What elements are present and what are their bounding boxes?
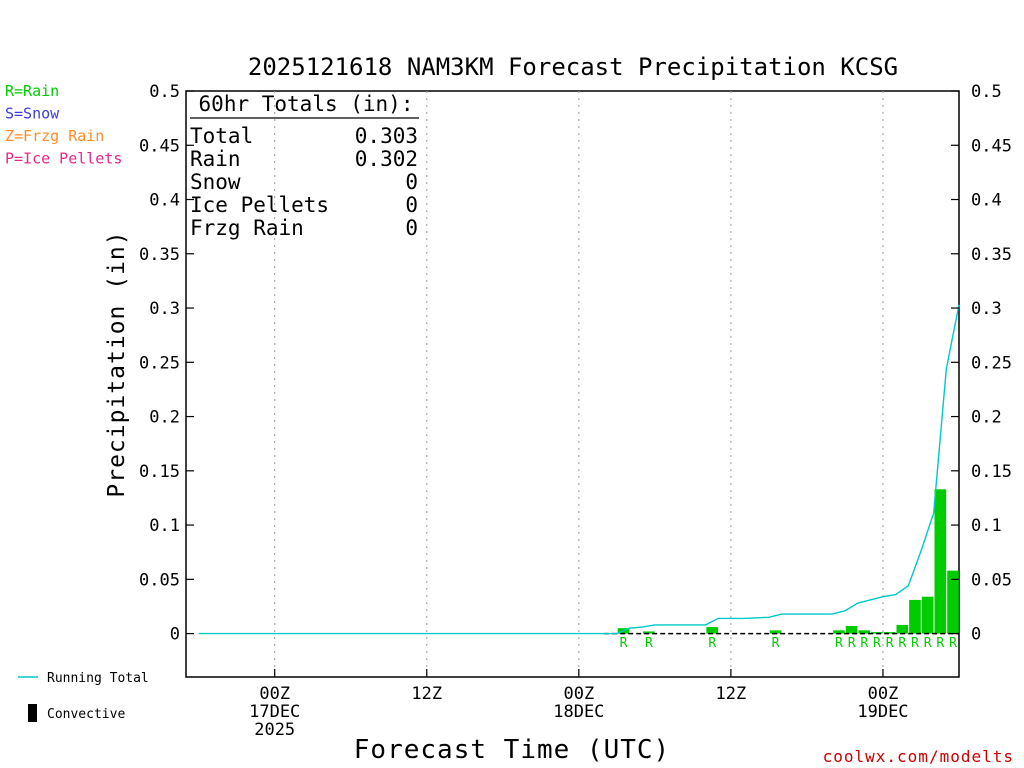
precip-bar: [921, 596, 934, 634]
y-tick-label-left: 0.05: [139, 570, 180, 590]
precip-bar: [934, 489, 947, 634]
convective-legend-swatch: [28, 704, 37, 722]
precip-type-mark: R: [835, 636, 843, 651]
y-tick-label-left: 0.4: [149, 191, 180, 211]
precip-type-mark: R: [848, 636, 856, 651]
y-tick-label-right: 0.35: [971, 245, 1012, 265]
precip-type-mark: R: [936, 636, 944, 651]
totals-value: 0: [405, 193, 418, 217]
totals-header: 60hr Totals (in):: [199, 92, 414, 116]
precip-type-mark: R: [911, 636, 919, 651]
plot-area: [185, 90, 960, 678]
y-tick-label-right: 0.5: [971, 82, 1002, 102]
y-tick-label-left: 0.15: [139, 462, 180, 482]
totals-value: 0.303: [355, 124, 418, 148]
y-tick-label-right: 0.05: [971, 570, 1012, 590]
totals-label: Rain: [190, 147, 241, 171]
precip-type-mark: R: [873, 636, 881, 651]
totals-value: 0.302: [355, 147, 418, 171]
x-tick-label: 00Z: [563, 684, 594, 704]
totals-label: Ice Pellets: [190, 193, 329, 217]
totals-label: Frzg Rain: [190, 216, 304, 240]
precip-legend-item: P=Ice Pellets: [5, 150, 122, 168]
credit-text: coolwx.com/modelts: [823, 747, 1014, 766]
x-axis-label: Forecast Time (UTC): [354, 735, 670, 765]
totals-rows: Total 0.303 Rain 0.302 Snow 0 Ice Pellets 0 Frzg…: [190, 124, 418, 240]
y-tick-label-left: 0.25: [139, 353, 180, 373]
precip-bar: [883, 632, 896, 634]
y-tick-label-right: 0: [971, 625, 981, 645]
totals-label: Total: [190, 124, 253, 148]
x-tick-label: 00Z: [259, 684, 290, 704]
series-legend-label: Running Total: [47, 671, 149, 686]
precip-type-mark: R: [886, 636, 894, 651]
y-tick-label-left: 0.1: [149, 516, 180, 536]
x-tick-label: 00Z: [868, 684, 899, 704]
precip-bar: [909, 599, 921, 634]
y-axis-label: Precipitation (in): [104, 230, 130, 497]
precip-bar: [769, 630, 782, 634]
precip-legend-item: Z=Frzg Rain: [5, 127, 104, 145]
y-tick-label-left: 0: [170, 625, 180, 645]
vertical-gridlines: [274, 91, 884, 677]
precip-type-mark: R: [772, 636, 780, 651]
precip-type-mark: R: [708, 636, 716, 651]
y-tick-label-right: 0.2: [971, 408, 1002, 428]
precip-type-legend: R=Rain S=Snow Z=Frzg Rain P=Ice Pellets: [5, 82, 122, 168]
y-axis-right: 0 0.05 0.1 0.15 0.2 0.25 0.3 0.35 0.4 0.45 0.5: [951, 82, 1012, 645]
y-tick-label-right: 0.4: [971, 191, 1002, 211]
running-total-line: [198, 304, 960, 635]
y-tick-label-right: 0.15: [971, 462, 1012, 482]
precip-bar: [858, 630, 871, 634]
y-tick-label-right: 0.25: [971, 353, 1012, 373]
totals-box: 60hr Totals (in): Total 0.303 Rain 0.302 Sno…: [190, 92, 419, 240]
y-tick-label-left: 0.35: [139, 245, 180, 265]
precip-bar: [833, 630, 845, 634]
precip-type-mark: R: [949, 636, 957, 651]
precip-bar: [706, 627, 719, 634]
x-tick-label: 18DEC: [553, 702, 604, 722]
y-tick-label-left: 0.2: [149, 408, 180, 428]
precip-bars: [617, 489, 959, 634]
series-legend: Running Total Convective: [18, 671, 149, 722]
precip-bar: [845, 625, 858, 634]
y-tick-label-left: 0.3: [149, 299, 180, 319]
totals-value: 0: [405, 170, 418, 194]
precip-bar: [643, 631, 655, 634]
y-tick-label-right: 0.3: [971, 299, 1002, 319]
precip-bar: [896, 624, 909, 634]
precip-bar: [947, 570, 959, 634]
y-tick-label-right: 0.45: [971, 136, 1012, 156]
series-legend-label: Convective: [47, 707, 125, 722]
chart-title: 2025121618 NAM3KM Forecast Precipitation…: [248, 53, 898, 81]
precip-type-mark: R: [898, 636, 906, 651]
y-tick-label-left: 0.5: [149, 82, 180, 102]
precip-legend-item: R=Rain: [5, 82, 59, 100]
precip-type-mark: R: [620, 636, 628, 651]
y-tick-label-right: 0.1: [971, 516, 1002, 536]
x-tick-label: 12Z: [716, 684, 747, 704]
x-tick-label: 2025: [254, 720, 295, 740]
x-tick-label: 12Z: [411, 684, 442, 704]
y-tick-label-left: 0.45: [139, 136, 180, 156]
x-tick-label: 17DEC: [249, 702, 300, 722]
precip-type-mark: R: [924, 636, 932, 651]
precip-type-mark: R: [645, 636, 653, 651]
precip-type-mark: R: [860, 636, 868, 651]
x-tick-label: 19DEC: [857, 702, 908, 722]
totals-label: Snow: [190, 170, 241, 194]
totals-value: 0: [405, 216, 418, 240]
y-axis-left: 0 0.05 0.1 0.15 0.2 0.25 0.3 0.35 0.4 0.45 0.5: [139, 82, 194, 645]
precip-legend-item: S=Snow: [5, 105, 60, 123]
